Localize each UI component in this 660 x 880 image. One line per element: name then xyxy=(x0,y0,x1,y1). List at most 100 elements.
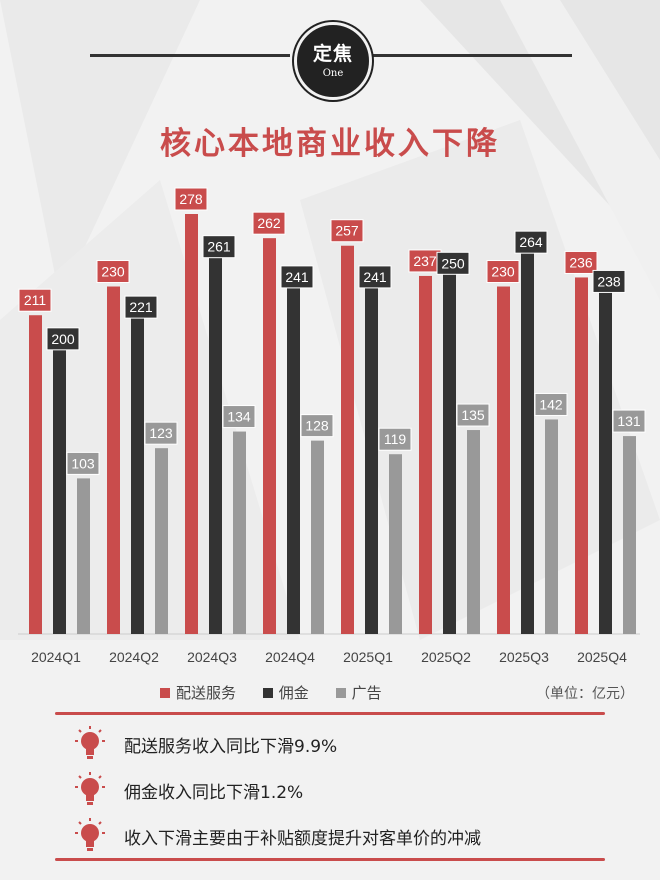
logo-main-text: 定焦 xyxy=(312,43,353,65)
x-tick-label-2025Q4: 2025Q4 xyxy=(577,649,627,665)
svg-text:230: 230 xyxy=(101,264,125,280)
bar-delivery-2024Q3 xyxy=(185,214,198,634)
bar-delivery-2025Q4 xyxy=(575,277,588,634)
svg-text:261: 261 xyxy=(207,239,231,255)
legend-item-ads: 广告 xyxy=(335,684,382,702)
svg-text:278: 278 xyxy=(179,191,203,207)
bar-ads-2024Q1 xyxy=(77,478,90,634)
bar-commission-2025Q4 xyxy=(599,274,612,634)
data-label-commission-2025Q4: 238 xyxy=(592,269,626,293)
header-line-right xyxy=(372,54,572,57)
legend-swatch-commission xyxy=(262,688,273,698)
svg-text:134: 134 xyxy=(227,409,251,425)
data-label-commission-2025Q2: 250 xyxy=(436,251,470,275)
data-label-delivery-2025Q2: 237 xyxy=(408,249,442,273)
svg-text:250: 250 xyxy=(441,255,465,271)
legend-item-commission: 佣金 xyxy=(262,684,309,702)
svg-text:237: 237 xyxy=(413,253,437,269)
data-label-ads-2025Q4: 131 xyxy=(612,409,646,433)
x-tick-label-2025Q1: 2025Q1 xyxy=(343,649,393,665)
svg-text:200: 200 xyxy=(51,331,75,347)
chart-legend: 配送服务 佣金 广告 xyxy=(160,682,404,703)
bar-chart: 211 200 103 2024Q1 230 221 123 2024Q2 278 261 134 2… xyxy=(18,187,646,665)
x-tick-label-2025Q3: 2025Q3 xyxy=(499,649,549,665)
bar-commission-2024Q1 xyxy=(53,331,66,634)
svg-text:236: 236 xyxy=(569,254,593,270)
bar-ads-2024Q4 xyxy=(311,440,324,634)
legend-label-ads: 广告 xyxy=(351,684,382,702)
svg-text:238: 238 xyxy=(597,273,621,289)
separator-top xyxy=(55,712,605,715)
legend-item-delivery: 配送服务 xyxy=(160,684,236,702)
lightbulb-icon xyxy=(75,818,105,851)
svg-text:142: 142 xyxy=(539,396,563,412)
legend-label-delivery: 配送服务 xyxy=(176,684,237,702)
svg-text:119: 119 xyxy=(384,431,407,447)
x-tick-label-2024Q4: 2024Q4 xyxy=(265,649,315,665)
data-label-commission-2024Q2: 221 xyxy=(124,295,158,319)
data-label-delivery-2025Q4: 236 xyxy=(564,250,598,274)
bar-delivery-2025Q1 xyxy=(341,245,354,634)
insight-text-3: 收入下滑主要由于补贴额度提升对客单价的冲减 xyxy=(124,829,481,849)
svg-text:264: 264 xyxy=(519,234,543,250)
data-label-delivery-2024Q3: 278 xyxy=(174,187,208,211)
data-label-commission-2024Q4: 241 xyxy=(280,265,314,289)
data-label-commission-2025Q3: 264 xyxy=(514,230,548,254)
bar-delivery-2024Q2 xyxy=(107,286,120,634)
svg-text:241: 241 xyxy=(285,269,309,285)
insight-text-1: 配送服务收入同比下滑9.9% xyxy=(124,737,338,757)
svg-text:123: 123 xyxy=(149,425,173,441)
bar-delivery-2024Q4 xyxy=(263,238,276,634)
separator-bottom xyxy=(55,858,605,861)
bar-delivery-2025Q3 xyxy=(497,286,510,634)
svg-text:262: 262 xyxy=(257,215,281,231)
unit-label: （单位：亿元） xyxy=(536,686,634,702)
svg-text:241: 241 xyxy=(363,269,387,285)
data-label-ads-2025Q1: 119 xyxy=(378,427,412,451)
data-label-ads-2025Q2: 135 xyxy=(456,403,490,427)
bar-commission-2025Q1 xyxy=(365,269,378,634)
bar-ads-2024Q2 xyxy=(155,448,168,634)
bar-delivery-2025Q2 xyxy=(419,275,432,634)
x-tick-label-2024Q2: 2024Q2 xyxy=(109,649,159,665)
data-label-ads-2025Q3: 142 xyxy=(534,392,568,416)
svg-text:131: 131 xyxy=(617,413,641,429)
data-label-commission-2025Q1: 241 xyxy=(358,265,392,289)
legend-swatch-ads xyxy=(335,688,346,698)
legend-swatch-delivery xyxy=(160,688,170,698)
bar-delivery-2024Q1 xyxy=(29,315,42,634)
header-line-left xyxy=(90,54,290,57)
data-label-commission-2024Q1: 200 xyxy=(46,327,80,351)
data-label-delivery-2024Q2: 230 xyxy=(96,260,130,284)
lightbulb-icon xyxy=(75,726,105,759)
svg-text:211: 211 xyxy=(24,292,47,308)
data-label-ads-2024Q3: 134 xyxy=(222,405,256,429)
data-label-delivery-2024Q4: 262 xyxy=(252,211,286,235)
x-tick-label-2025Q2: 2025Q2 xyxy=(421,649,471,665)
logo-sub-text: One xyxy=(322,68,344,79)
bar-commission-2024Q4 xyxy=(287,269,300,634)
data-label-ads-2024Q2: 123 xyxy=(144,421,178,445)
data-label-delivery-2024Q1: 211 xyxy=(18,288,52,312)
lightbulb-icon xyxy=(75,772,105,805)
data-label-ads-2024Q1: 103 xyxy=(66,451,100,475)
insight-item-3: 收入下滑主要由于补贴额度提升对客单价的冲减 xyxy=(72,816,632,856)
svg-text:128: 128 xyxy=(305,418,329,434)
svg-text:135: 135 xyxy=(461,407,485,423)
page-title: 核心本地商业收入下降 xyxy=(160,126,500,162)
logo-badge: 定焦 One xyxy=(294,22,372,100)
bar-commission-2025Q3 xyxy=(521,235,534,635)
data-label-ads-2024Q4: 128 xyxy=(300,414,334,438)
bar-commission-2024Q3 xyxy=(209,239,222,634)
svg-text:221: 221 xyxy=(129,299,153,315)
legend-label-commission: 佣金 xyxy=(278,684,309,702)
svg-text:230: 230 xyxy=(491,264,515,280)
bar-ads-2025Q4 xyxy=(623,436,636,634)
data-label-delivery-2025Q1: 257 xyxy=(330,219,364,243)
data-label-delivery-2025Q3: 230 xyxy=(486,260,520,284)
bar-commission-2024Q2 xyxy=(131,300,144,634)
svg-text:257: 257 xyxy=(335,223,359,239)
insight-item-2: 佣金收入同比下滑1.2% xyxy=(72,770,632,810)
bar-ads-2024Q3 xyxy=(233,431,246,634)
